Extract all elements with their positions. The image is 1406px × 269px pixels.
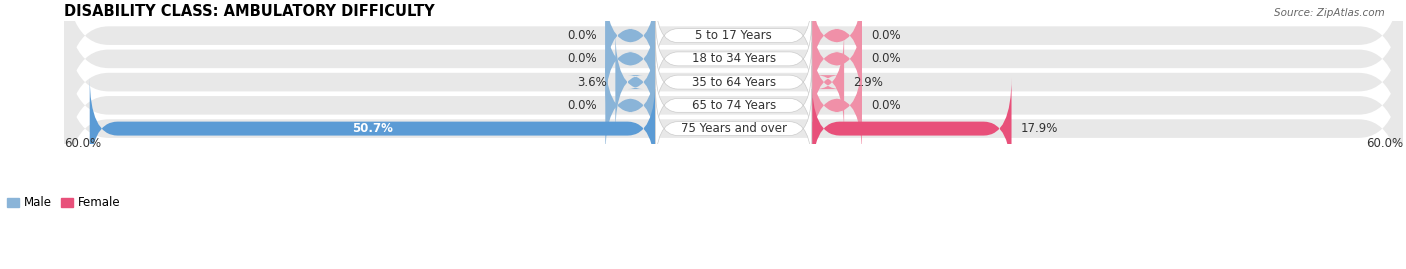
Text: 50.7%: 50.7% [352,122,394,135]
FancyBboxPatch shape [811,0,862,87]
FancyBboxPatch shape [65,0,1403,166]
FancyBboxPatch shape [811,8,862,110]
Text: 75 Years and over: 75 Years and over [681,122,786,135]
FancyBboxPatch shape [606,0,655,87]
FancyBboxPatch shape [655,19,811,98]
Text: DISABILITY CLASS: AMBULATORY DIFFICULTY: DISABILITY CLASS: AMBULATORY DIFFICULTY [65,4,434,19]
Text: 0.0%: 0.0% [870,99,900,112]
FancyBboxPatch shape [616,31,655,133]
FancyBboxPatch shape [811,77,1011,180]
Text: 18 to 34 Years: 18 to 34 Years [692,52,776,65]
FancyBboxPatch shape [655,43,811,122]
FancyBboxPatch shape [65,0,1403,143]
Text: 2.9%: 2.9% [853,76,883,89]
Legend: Male, Female: Male, Female [3,192,125,214]
FancyBboxPatch shape [655,66,811,145]
Text: 17.9%: 17.9% [1021,122,1057,135]
Text: 3.6%: 3.6% [576,76,606,89]
FancyBboxPatch shape [90,77,655,180]
Text: 35 to 64 Years: 35 to 64 Years [692,76,776,89]
Text: Source: ZipAtlas.com: Source: ZipAtlas.com [1274,8,1385,18]
FancyBboxPatch shape [606,8,655,110]
Text: 5 to 17 Years: 5 to 17 Years [696,29,772,42]
Text: 65 to 74 Years: 65 to 74 Years [692,99,776,112]
Text: 0.0%: 0.0% [567,29,596,42]
FancyBboxPatch shape [606,54,655,157]
FancyBboxPatch shape [65,22,1403,189]
Text: 0.0%: 0.0% [567,52,596,65]
FancyBboxPatch shape [655,0,811,75]
Text: 60.0%: 60.0% [1367,136,1403,150]
Text: 0.0%: 0.0% [567,99,596,112]
Text: 60.0%: 60.0% [65,136,101,150]
FancyBboxPatch shape [811,31,844,133]
FancyBboxPatch shape [65,45,1403,212]
Text: 0.0%: 0.0% [870,52,900,65]
FancyBboxPatch shape [65,0,1403,119]
Text: 0.0%: 0.0% [870,29,900,42]
FancyBboxPatch shape [655,89,811,168]
FancyBboxPatch shape [811,54,862,157]
